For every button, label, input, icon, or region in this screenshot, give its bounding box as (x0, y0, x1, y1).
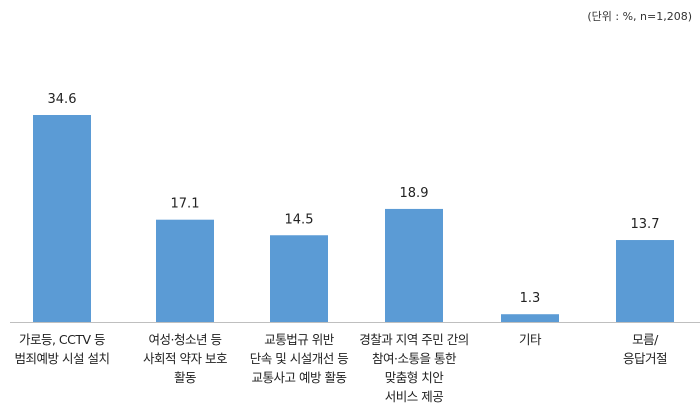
bar (501, 314, 559, 322)
data-label: 14.5 (285, 212, 314, 227)
category-label-line: 여성·청소년 등 (148, 332, 222, 347)
unit-note: (단위 : %, n=1,208) (587, 10, 692, 23)
category-label-line: 단속 및 시설개선 등 (249, 351, 349, 366)
bar (385, 208, 443, 322)
category-label-line: 교통법규 위반 (264, 332, 334, 347)
bar (156, 219, 214, 322)
bar (270, 235, 328, 322)
category-label-line: 범죄예방 시설 설치 (14, 351, 110, 366)
category-label-line: 응답거절 (622, 351, 668, 366)
bar (33, 115, 91, 322)
category-label-line: 기타 (518, 332, 542, 347)
data-label: 18.9 (400, 186, 429, 201)
category-label-line: 활동 (173, 370, 197, 385)
category-label-line: 경찰과 지역 주민 간의 (359, 332, 469, 347)
category-label-line: 참여·소통을 통한 (372, 351, 456, 366)
data-label: 34.6 (48, 92, 77, 107)
data-label: 17.1 (171, 197, 200, 212)
category-label-line: 맞춤형 치안 (384, 370, 444, 385)
category-label-line: 교통사고 예방 활동 (251, 370, 347, 385)
category-label: 기타 (465, 330, 595, 349)
category-label-line: 모름/ (632, 332, 658, 347)
data-label: 13.7 (631, 217, 660, 232)
category-label-line: 서비스 제공 (384, 389, 444, 404)
category-label-line: 사회적 약자 보호 (143, 351, 227, 366)
category-label: 모름/응답거절 (580, 330, 700, 368)
data-label: 1.3 (520, 291, 541, 306)
category-label-line: 가로등, CCTV 등 (18, 332, 106, 347)
bar (616, 240, 674, 322)
